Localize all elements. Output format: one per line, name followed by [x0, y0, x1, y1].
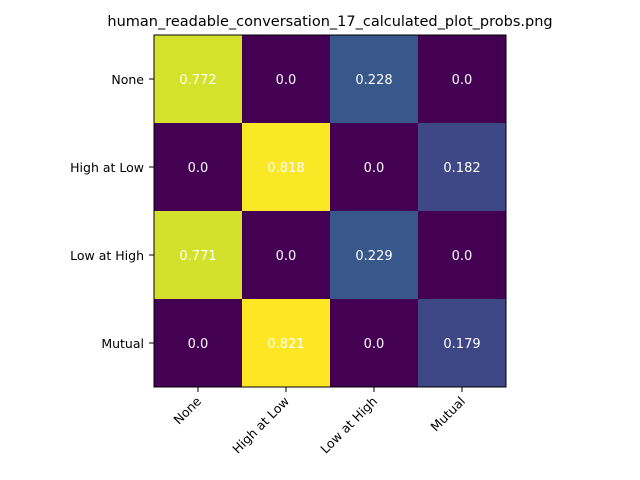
heatmap-cell: [154, 211, 243, 300]
plot-frame: [153, 34, 507, 388]
cell-value-label: 0.0: [188, 337, 209, 352]
y-axis: None High at Low Low at High Mutual: [70, 72, 154, 351]
heatmap-cell: [242, 211, 331, 300]
heatmap-cell: [418, 35, 507, 124]
heatmap-cell: [418, 299, 507, 388]
heatmap-cell: [330, 35, 419, 124]
heatmap-cell: [154, 299, 243, 388]
heatmap-cell: [154, 35, 243, 124]
cell-value-label: 0.0: [276, 249, 297, 264]
heatmap-cell: [154, 123, 243, 212]
heatmap-cell: [242, 35, 331, 124]
heatmap-cell: [418, 211, 507, 300]
heatmap-cell: [418, 123, 507, 212]
cell-value-label: 0.0: [364, 161, 385, 176]
cell-value-label: 0.0: [452, 249, 473, 264]
y-tick-label: Mutual: [101, 336, 144, 351]
heatmap-cell: [330, 299, 419, 388]
heatmap-cell: [242, 123, 331, 212]
cell-value-label: 0.771: [179, 249, 216, 264]
y-tick-label: None: [111, 72, 144, 87]
cell-value-label: 0.228: [355, 73, 392, 88]
y-tick-label: Low at High: [70, 248, 144, 263]
cell-value-label: 0.772: [179, 73, 216, 88]
cell-value-label: 0.0: [188, 161, 209, 176]
cell-value-label: 0.818: [267, 161, 304, 176]
heatmap-cell: [330, 211, 419, 300]
heatmap-cell: [242, 299, 331, 388]
cell-value-label: 0.0: [364, 337, 385, 352]
cell-value-label: 0.0: [452, 73, 473, 88]
cell-value-labels: 0.772 0.0 0.228 0.0 0.0 0.818 0.0 0.182 0.771 0.0…: [179, 73, 480, 352]
heatmap-cell: [330, 123, 419, 212]
cell-value-label: 0.821: [267, 337, 304, 352]
y-tick-label: High at Low: [70, 160, 144, 175]
cell-value-label: 0.229: [355, 249, 392, 264]
cell-value-label: 0.0: [276, 73, 297, 88]
chart-title: human_readable_conversation_17_calculate…: [107, 14, 552, 30]
heatmap-cells: [154, 35, 507, 388]
cell-value-label: 0.182: [443, 161, 480, 176]
cell-value-label: 0.179: [443, 337, 480, 352]
